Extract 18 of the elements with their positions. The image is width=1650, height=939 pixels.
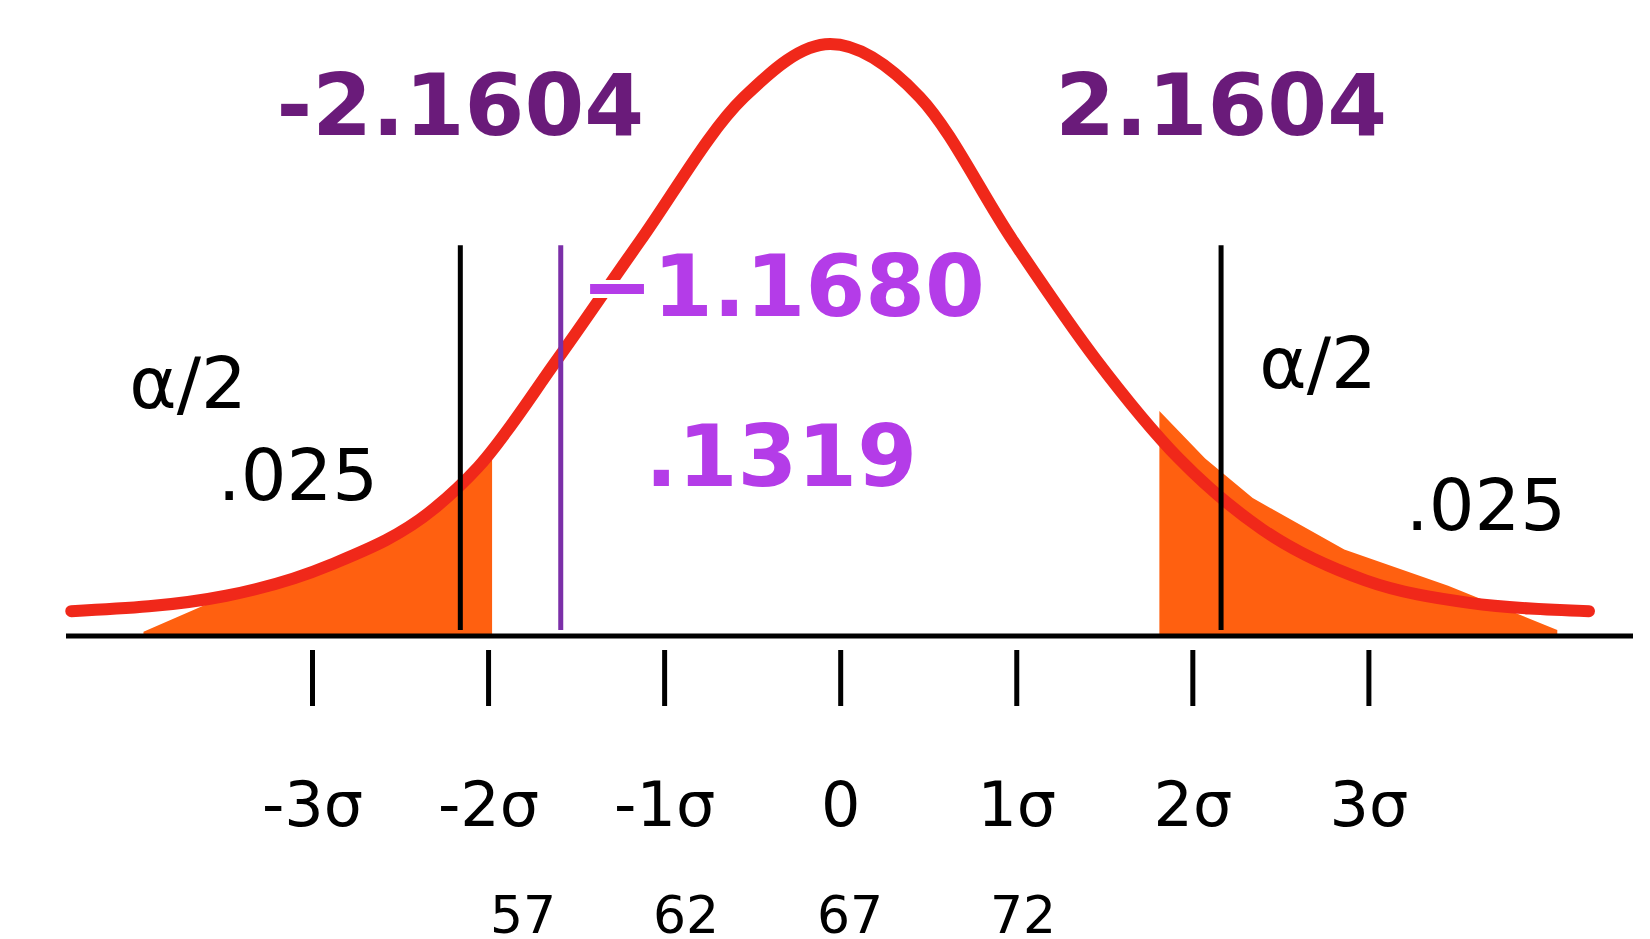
x-tick-label: 2σ — [1153, 768, 1233, 841]
x-tick-label: -3σ — [261, 768, 364, 841]
annotation: α/2 — [129, 341, 247, 425]
text: 57 — [489, 885, 557, 939]
annotation: .025 — [217, 433, 379, 517]
annotation: .025 — [1405, 463, 1567, 547]
text: 72 — [989, 885, 1057, 939]
ref-line-label: -2.1604 — [276, 55, 645, 156]
annotation: .1319 — [644, 406, 918, 506]
x-tick-label: 1σ — [977, 768, 1057, 841]
x-tick-label: 0 — [820, 768, 861, 841]
x-tick-label: -2σ — [438, 768, 540, 841]
ref-line-label: 2.1604 — [1055, 55, 1388, 156]
text: 67 — [816, 885, 884, 939]
x-tick-label: 3σ — [1329, 768, 1409, 841]
x-tick-label: -1σ — [614, 768, 716, 841]
annotation: α/2 — [1259, 321, 1377, 405]
text: 62 — [652, 885, 720, 939]
